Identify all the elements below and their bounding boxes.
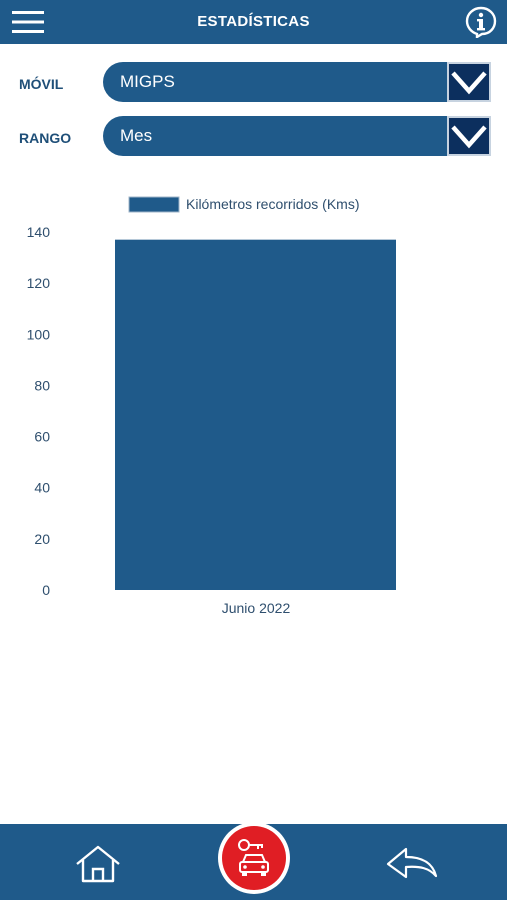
y-tick-label: 60 bbox=[34, 429, 50, 445]
vehicle-button[interactable] bbox=[218, 822, 290, 894]
info-button[interactable] bbox=[465, 6, 497, 40]
movil-select[interactable]: MIGPS bbox=[103, 62, 491, 102]
top-bar: ESTADÍSTICAS bbox=[0, 0, 507, 44]
chevron-down-icon bbox=[451, 71, 487, 95]
info-icon bbox=[465, 6, 497, 40]
y-tick-label: 120 bbox=[27, 275, 51, 291]
rango-select[interactable]: Mes bbox=[103, 116, 491, 156]
km-chart: Kilómetros recorridos (Kms) 0 20 40 60 80 100 1… bbox=[0, 180, 507, 640]
y-tick-label: 100 bbox=[27, 326, 51, 342]
back-button[interactable] bbox=[386, 846, 438, 882]
y-tick-label: 20 bbox=[34, 531, 50, 547]
car-key-icon bbox=[238, 839, 269, 876]
movil-label: MÓVIL bbox=[19, 76, 64, 92]
bottom-nav bbox=[0, 822, 507, 900]
legend-swatch bbox=[128, 196, 180, 213]
y-tick-label: 140 bbox=[27, 224, 51, 240]
rango-label: RANGO bbox=[19, 130, 72, 146]
rango-dropdown-toggle[interactable] bbox=[447, 116, 491, 156]
legend-label: Kilómetros recorridos (Kms) bbox=[186, 196, 359, 212]
y-tick-label: 40 bbox=[34, 480, 50, 496]
menu-button[interactable] bbox=[12, 8, 44, 36]
km-bar-chart: Kilómetros recorridos (Kms) 0 20 40 60 80 100 1… bbox=[27, 196, 396, 616]
y-tick-label: 80 bbox=[34, 377, 50, 393]
hamburger-icon bbox=[12, 11, 44, 33]
rango-select-value: Mes bbox=[120, 126, 153, 145]
page-title: ESTADÍSTICAS bbox=[197, 13, 310, 30]
back-arrow-icon bbox=[386, 847, 438, 879]
movil-select-value: MIGPS bbox=[120, 72, 175, 91]
chevron-down-icon bbox=[451, 125, 487, 149]
home-icon bbox=[76, 845, 120, 883]
bar bbox=[115, 239, 396, 590]
y-tick-label: 0 bbox=[42, 582, 50, 598]
movil-dropdown-toggle[interactable] bbox=[447, 62, 491, 102]
x-tick-label: Junio 2022 bbox=[222, 600, 291, 616]
home-button[interactable] bbox=[74, 844, 122, 884]
vehicle-button-inner bbox=[222, 826, 286, 890]
